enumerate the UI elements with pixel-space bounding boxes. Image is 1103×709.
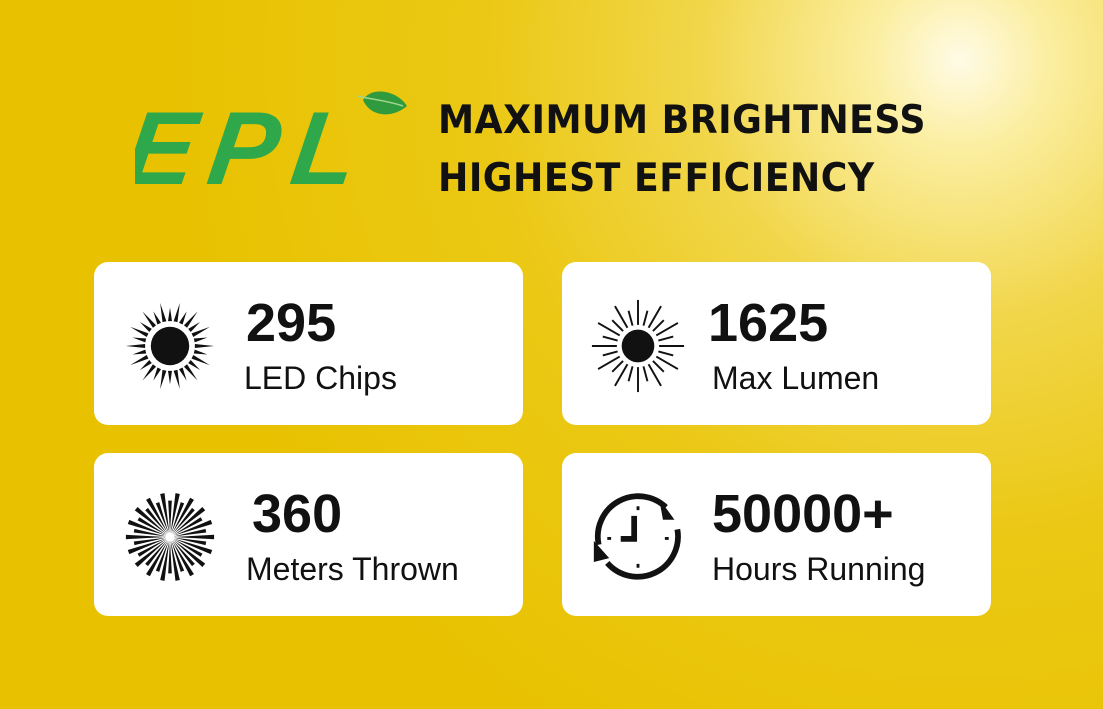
- stat-value: 295: [246, 293, 337, 353]
- stat-label: Max Lumen: [712, 360, 880, 396]
- svg-text:EPL: EPL: [135, 90, 365, 188]
- epl-logo: EPL: [135, 90, 407, 188]
- stat-value: 50000+: [712, 484, 894, 544]
- stat-card-led-chips: 295 LED Chips: [94, 262, 523, 425]
- headline-line-1: MAXIMUM BRIGHTNESS: [438, 98, 926, 143]
- stat-card-max-lumen: 1625 Max Lumen: [562, 262, 991, 425]
- stat-card-meters-thrown: 360 Meters Thrown: [94, 453, 523, 616]
- leaf-icon: [356, 91, 407, 115]
- sun-icon: [125, 302, 215, 390]
- headline-line-2: HIGHEST EFFICIENCY: [438, 156, 875, 201]
- starburst-icon: [591, 299, 685, 393]
- headline: MAXIMUM BRIGHTNESS HIGHEST EFFICIENCY: [438, 92, 926, 208]
- stat-label: LED Chips: [244, 360, 397, 396]
- radial-burst-icon: [125, 493, 215, 581]
- clock-cycle-icon: [593, 493, 681, 580]
- stat-value: 1625: [708, 293, 829, 353]
- stat-label: Meters Thrown: [246, 551, 459, 587]
- stat-card-hours-running: 50000+ Hours Running: [562, 453, 991, 616]
- stat-label: Hours Running: [712, 551, 926, 587]
- stat-value: 360: [252, 484, 343, 544]
